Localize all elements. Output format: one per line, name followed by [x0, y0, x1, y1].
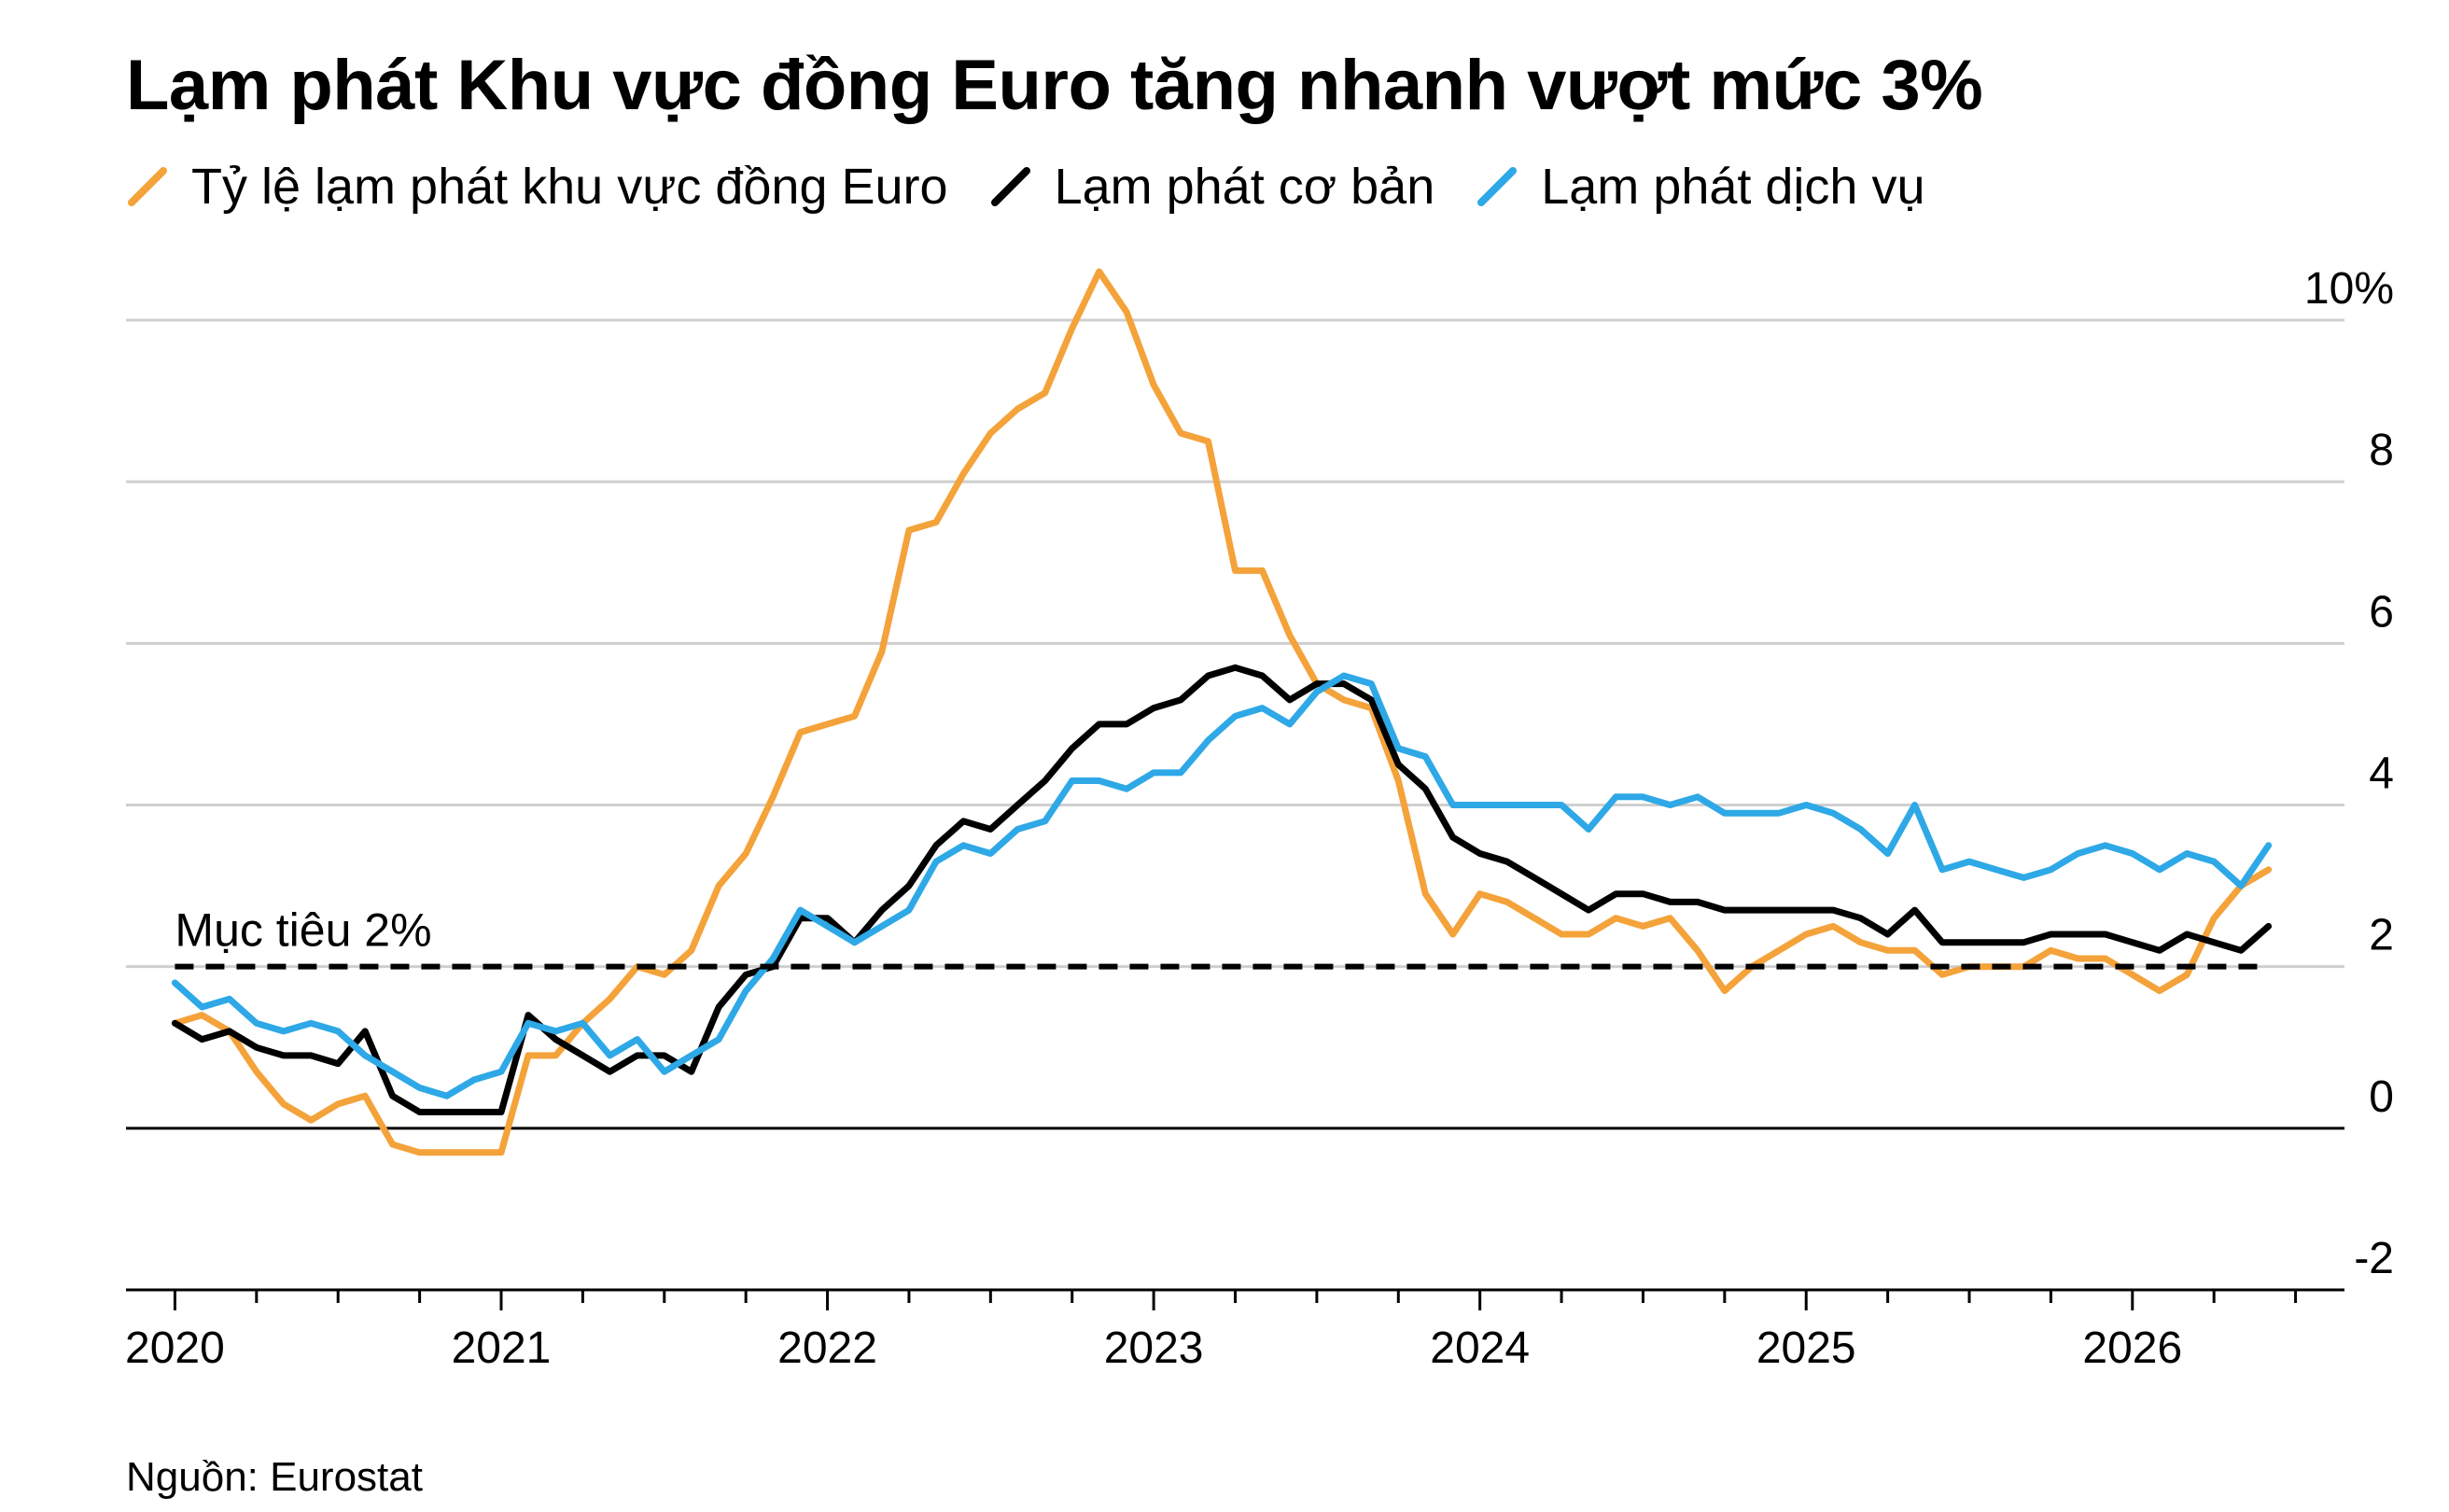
legend-item: Lạm phát dịch vụ — [1476, 158, 1924, 216]
x-tick-label: 2022 — [777, 1323, 877, 1373]
y-tick-label: 8 — [2369, 426, 2394, 475]
y-tick-label: 4 — [2369, 749, 2394, 799]
legend-item: Lạm phát cơ bản — [989, 158, 1435, 216]
x-tick-label: 2024 — [1430, 1323, 1530, 1373]
x-tick-label: 2025 — [1756, 1323, 1856, 1373]
series-line — [171, 268, 2273, 1156]
x-tick-label: 2023 — [1104, 1323, 1204, 1373]
legend-swatch — [990, 167, 1030, 206]
y-tick-label: -2 — [2354, 1234, 2394, 1283]
x-tick-label: 2021 — [452, 1323, 552, 1373]
source-note: Nguồn: Eurostat — [126, 1454, 423, 1500]
target-label: Mục tiêu 2% — [175, 904, 431, 957]
legend-label: Tỷ lệ lạm phát khu vực đồng Euro — [191, 159, 948, 215]
legend-swatch — [128, 167, 167, 206]
x-tick-label: 2026 — [2082, 1323, 2182, 1373]
series-line — [171, 664, 2273, 1115]
x-tick-label: 2020 — [125, 1323, 225, 1373]
series-line — [171, 672, 2273, 1099]
legend-swatch — [1477, 167, 1518, 206]
legend-item: Tỷ lệ lạm phát khu vực đồng Euro — [126, 158, 948, 216]
y-tick-label: 6 — [2369, 587, 2394, 637]
legend-label: Lạm phát cơ bản — [1054, 159, 1435, 215]
chart-title: Lạm phát Khu vực đồng Euro tăng nhanh vư… — [126, 46, 1983, 125]
y-tick-label: 2 — [2369, 911, 2394, 960]
y-tick-label: 10% — [2304, 264, 2394, 314]
legend: Tỷ lệ lạm phát khu vực đồng Euro Lạm phát… — [126, 154, 1966, 219]
legend-label: Lạm phát dịch vụ — [1541, 159, 1925, 215]
y-tick-label: 0 — [2369, 1072, 2394, 1122]
